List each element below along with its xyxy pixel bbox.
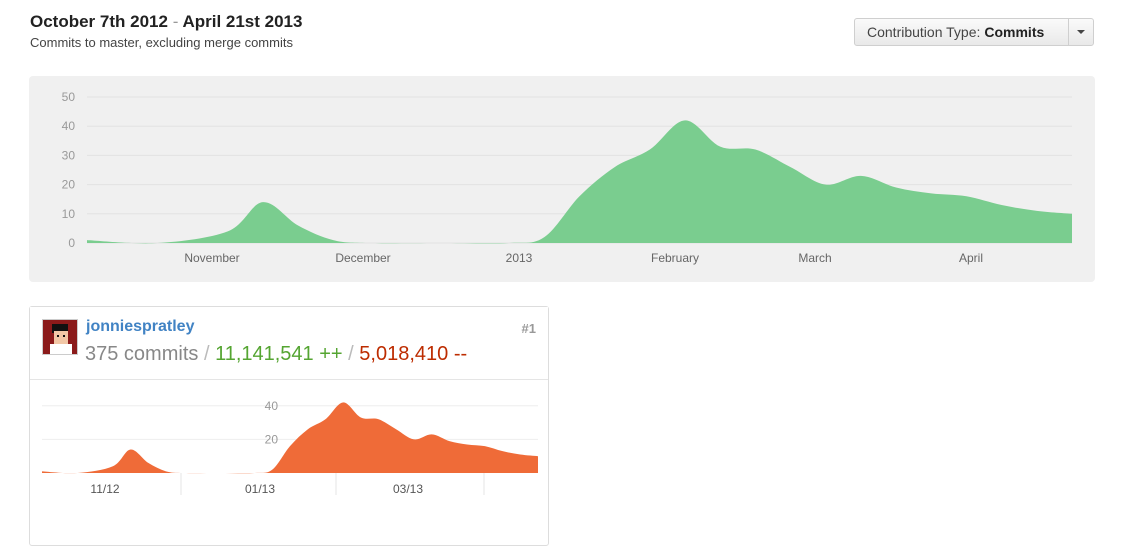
contribution-type-select[interactable]: Contribution Type: Commits bbox=[854, 18, 1094, 46]
y-tick-label: 10 bbox=[62, 207, 76, 221]
dropdown-toggle-button[interactable] bbox=[1068, 19, 1093, 45]
stats-separator: / bbox=[348, 343, 354, 365]
x-tick-label: 11/12 bbox=[90, 482, 119, 496]
contributor-card-header: jonniespratley #1 375 commits / 11,141,5… bbox=[30, 307, 548, 380]
contribution-type-value: Commits bbox=[984, 24, 1045, 40]
y-tick-label: 50 bbox=[62, 90, 76, 104]
header: October 7th 2012 - April 21st 2013 Commi… bbox=[30, 10, 302, 50]
avatar-body bbox=[50, 344, 72, 354]
contributor-chart-svg: 20 40 11/12 01/13 03/13 bbox=[42, 399, 538, 496]
range-start: October 7th 2012 bbox=[30, 12, 168, 31]
x-tick-label: December bbox=[335, 251, 390, 265]
contributor-stats: 375 commits / 11,141,541 ++ / 5,018,410 … bbox=[85, 343, 467, 366]
contributor-username-link[interactable]: jonniespratley bbox=[86, 318, 195, 335]
range-end: April 21st 2013 bbox=[182, 12, 303, 31]
x-tick-label: November bbox=[184, 251, 239, 265]
x-tick-label: 01/13 bbox=[245, 482, 275, 496]
y-tick-label: 40 bbox=[62, 119, 76, 133]
contribution-type-label: Contribution Type: bbox=[867, 24, 981, 40]
commit-count: 375 commits bbox=[85, 343, 199, 365]
x-tick-label: February bbox=[651, 251, 699, 265]
range-separator: - bbox=[172, 12, 179, 31]
contribution-type-label-wrap[interactable]: Contribution Type: Commits bbox=[855, 19, 1068, 45]
avatar[interactable] bbox=[42, 319, 78, 355]
avatar-hair bbox=[52, 324, 68, 333]
avatar-face bbox=[54, 331, 68, 344]
y-tick-label: 30 bbox=[62, 148, 76, 162]
area-series bbox=[42, 402, 538, 474]
chart-subtitle: Commits to master, excluding merge commi… bbox=[30, 35, 293, 50]
x-tick-label: March bbox=[798, 251, 831, 265]
y-tick-label: 20 bbox=[265, 432, 279, 446]
y-tick-label: 20 bbox=[62, 178, 76, 192]
avatar-eye-left bbox=[57, 335, 59, 337]
date-range-title: October 7th 2012 - April 21st 2013 bbox=[30, 10, 302, 34]
x-tick-label: 2013 bbox=[506, 251, 533, 265]
y-tick-label: 40 bbox=[265, 399, 279, 413]
contributor-rank: #1 bbox=[521, 321, 536, 336]
contributor-card: jonniespratley #1 375 commits / 11,141,5… bbox=[29, 306, 549, 546]
main-chart-svg: 0 10 20 30 40 50 November December 2013 February M… bbox=[62, 90, 1072, 265]
area-series bbox=[87, 120, 1072, 244]
chevron-down-icon bbox=[1077, 30, 1085, 34]
main-contribution-chart: 0 10 20 30 40 50 November December 2013 February M… bbox=[29, 76, 1095, 282]
deletions-count: 5,018,410 -- bbox=[359, 343, 468, 365]
additions-count: 11,141,541 ++ bbox=[215, 343, 343, 365]
y-tick-label: 0 bbox=[68, 236, 75, 250]
stats-separator: / bbox=[203, 343, 210, 365]
avatar-eye-right bbox=[63, 335, 65, 337]
x-tick-label: April bbox=[959, 251, 983, 265]
x-tick-label: 03/13 bbox=[393, 482, 423, 496]
